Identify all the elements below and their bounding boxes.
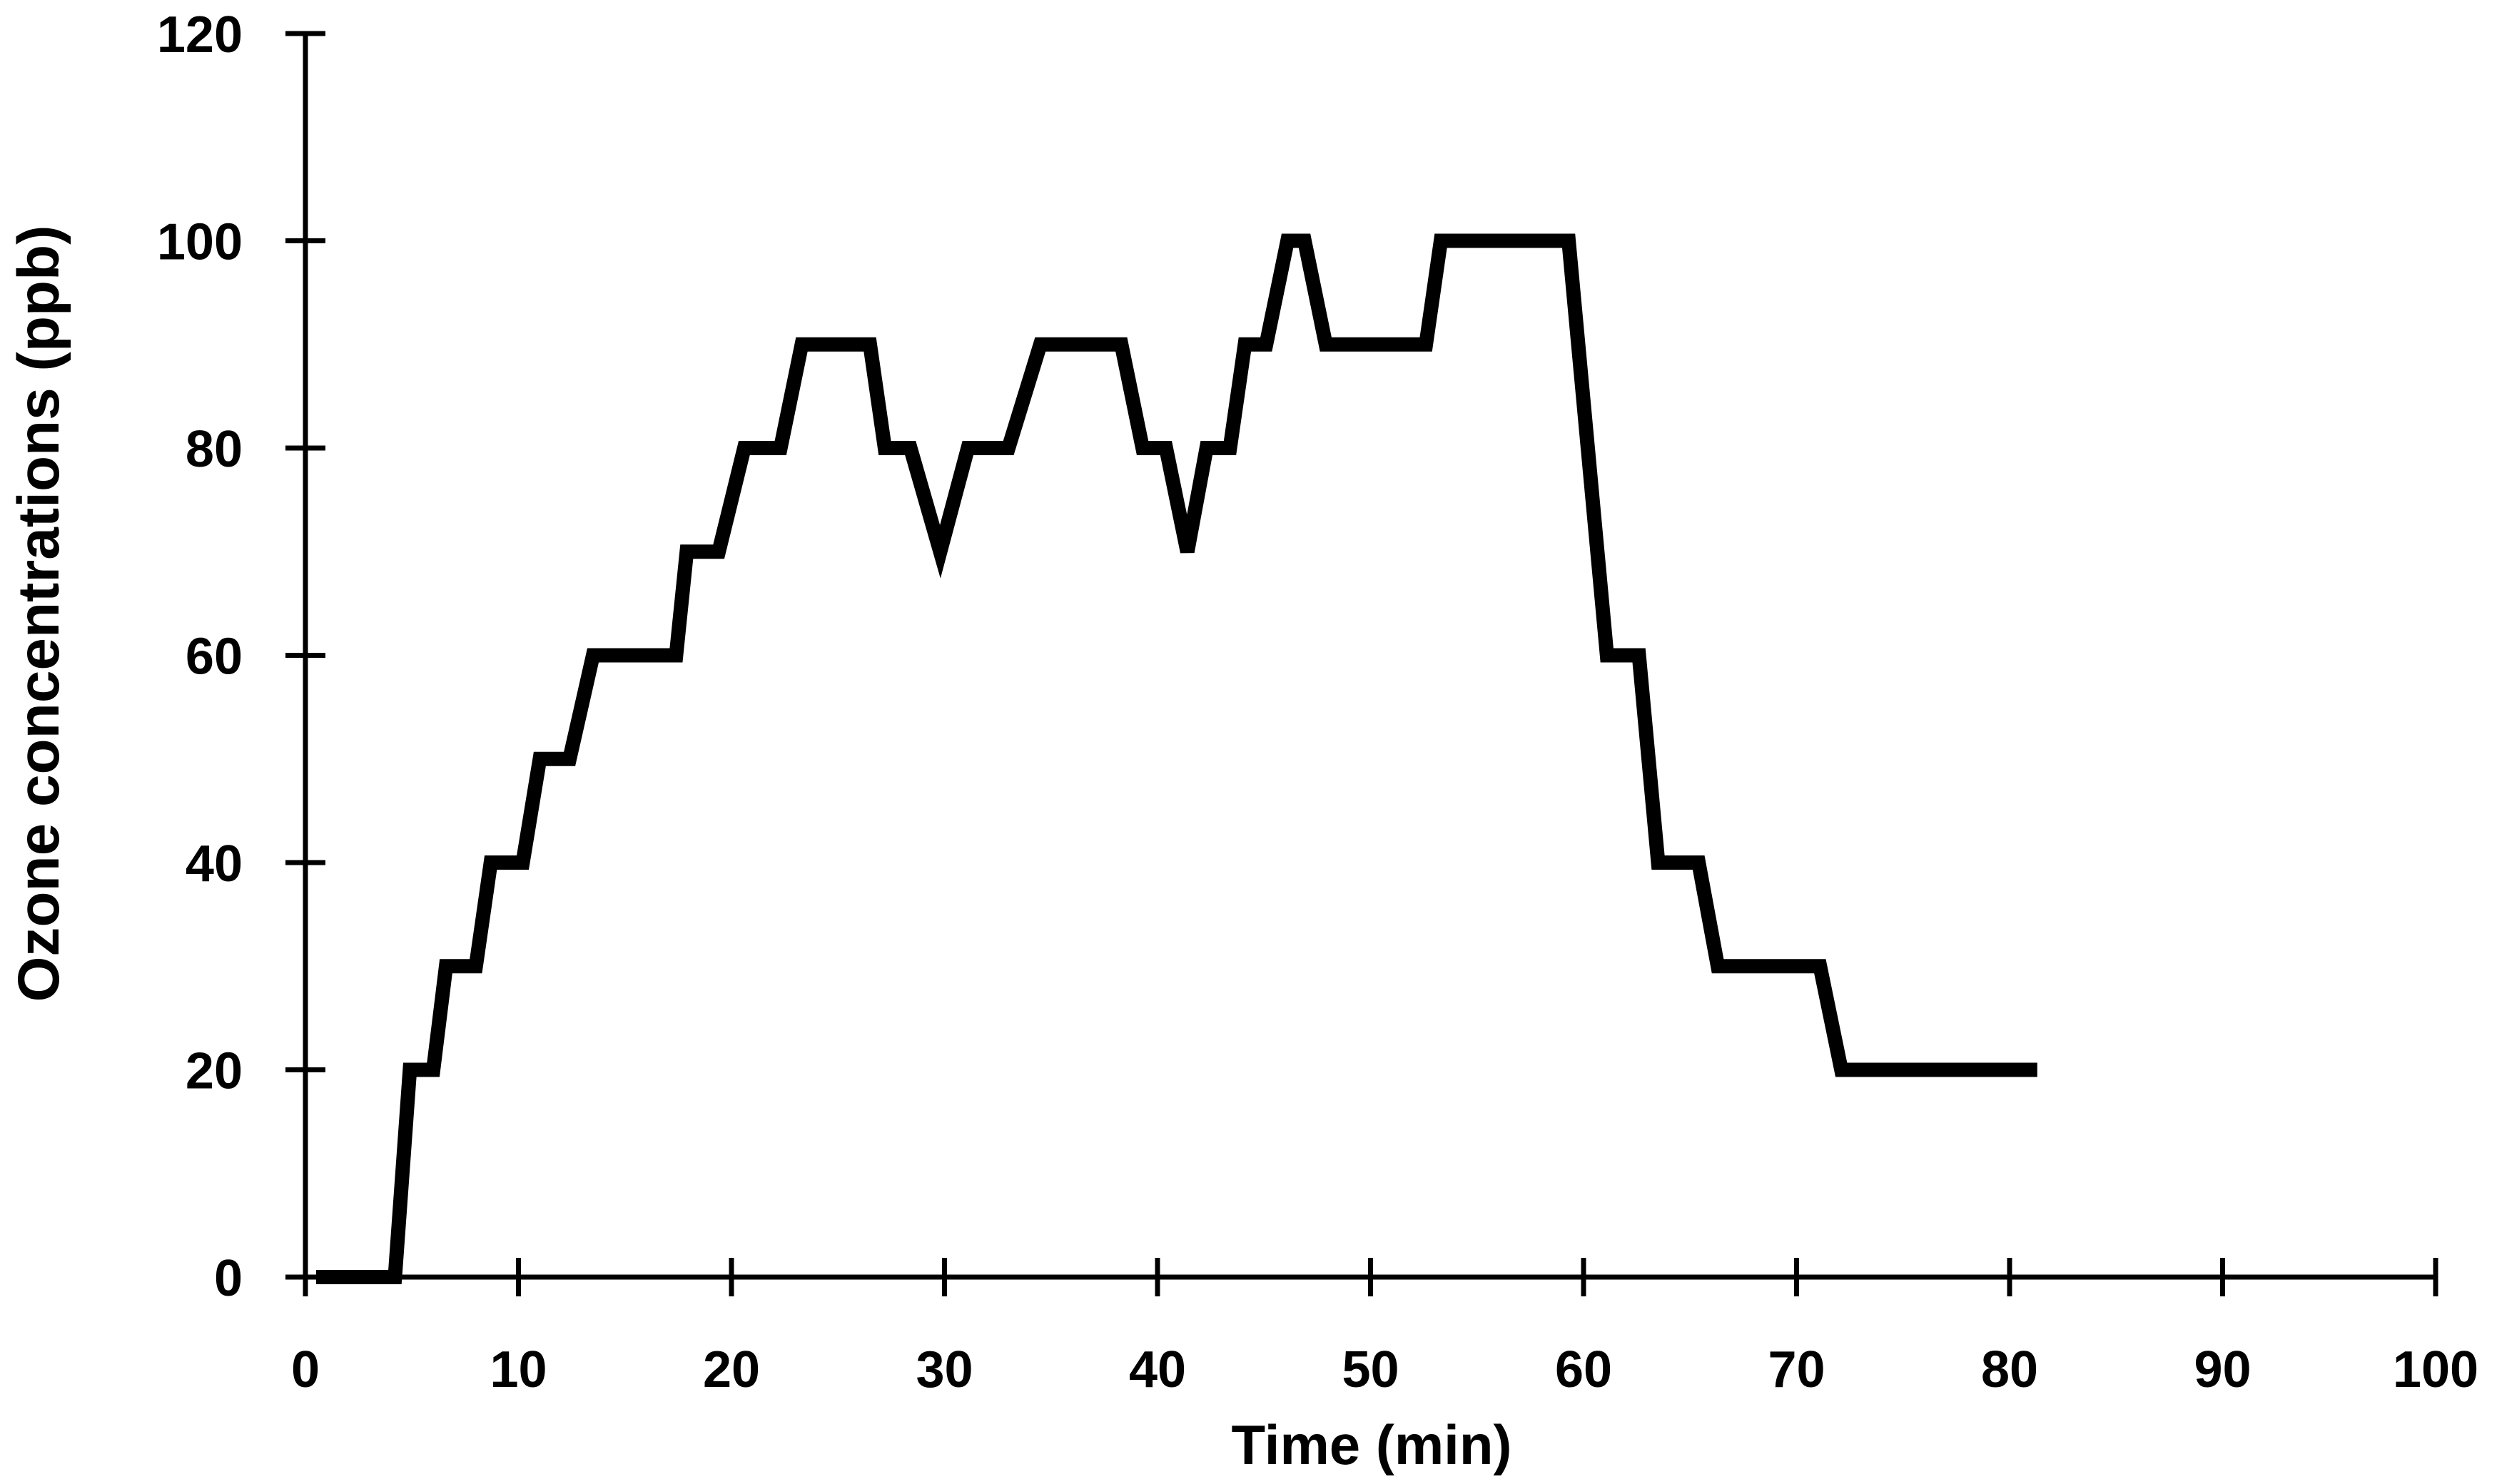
ozone-series-line — [315, 233, 2037, 1284]
y-tick-label: 60 — [186, 629, 243, 686]
y-tick-label: 120 — [157, 6, 243, 63]
x-tick-label: 10 — [490, 1341, 547, 1398]
x-tick-label: 30 — [916, 1341, 973, 1398]
y-tick-label: 40 — [186, 835, 243, 893]
x-tick-label: 40 — [1129, 1341, 1186, 1398]
y-tick-label: 80 — [186, 421, 243, 478]
x-tick-label: 60 — [1555, 1341, 1612, 1398]
x-tick-label: 0 — [291, 1341, 320, 1398]
x-tick-label: 80 — [1981, 1341, 2038, 1398]
x-axis-title: Time (min) — [1232, 1413, 1512, 1476]
series-layer — [315, 233, 2037, 1284]
y-axis-title: Ozone concentrations (ppb) — [6, 225, 71, 1002]
y-tick-label: 100 — [157, 214, 243, 271]
x-tick-label: 20 — [703, 1341, 760, 1398]
x-tick-label: 90 — [2194, 1341, 2251, 1398]
x-tick-label: 100 — [2393, 1341, 2478, 1398]
x-tick-label: 70 — [1768, 1341, 1825, 1398]
x-tick-label: 50 — [1342, 1341, 1399, 1398]
y-tick-label: 0 — [214, 1250, 243, 1307]
y-tick-label: 20 — [186, 1043, 243, 1100]
ticks-layer: 0 20 40 60 80 100 120 0 10 20 30 40 50 60 70 80 90 100 — [157, 6, 2478, 1398]
